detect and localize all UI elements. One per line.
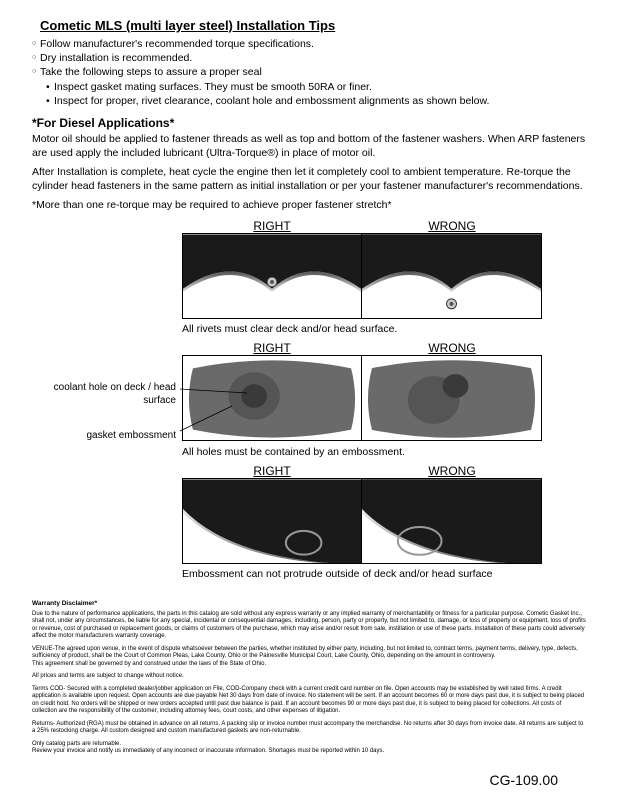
- diesel-title: *For Diesel Applications*: [32, 116, 586, 130]
- disclaimer-heading: Warranty Disclaimer*: [32, 600, 586, 608]
- diagram-protrude-right: [182, 478, 362, 564]
- bullet-list: Follow manufacturer's recommended torque…: [32, 37, 586, 108]
- caption-rivets: All rivets must clear deck and/or head s…: [182, 323, 542, 335]
- diagram-rivet-right: [182, 233, 362, 319]
- header-wrong: WRONG: [362, 341, 542, 355]
- caption-protrude: Embossment can not protrude outside of d…: [182, 568, 542, 580]
- bullet-item: Dry installation is recommended.: [32, 51, 586, 65]
- diesel-note: *More than one re-torque may be required…: [32, 199, 586, 211]
- sub-bullet-item: Inspect gasket mating surfaces. They mus…: [32, 80, 586, 94]
- diagram-rivet-wrong: [362, 233, 542, 319]
- diagrams: RIGHT WRONG: [32, 219, 586, 580]
- disclaimer-text: Returns- Authorized (RGA) must be obtain…: [32, 721, 586, 736]
- disclaimer-text: All prices and terms are subject to chan…: [32, 673, 586, 681]
- sub-bullet-item: Inspect for proper, rivet clearance, coo…: [32, 94, 586, 108]
- caption-embossment: All holes must be contained by an emboss…: [182, 446, 542, 458]
- diagram-protrude-wrong: [362, 478, 542, 564]
- header-wrong: WRONG: [362, 219, 542, 233]
- bullet-item: Follow manufacturer's recommended torque…: [32, 37, 586, 51]
- disclaimer-text: Terms COD- Secured with a completed deal…: [32, 686, 586, 716]
- header-right: RIGHT: [182, 464, 362, 478]
- label-gasket-embossment: gasket embossment: [32, 429, 176, 442]
- disclaimer-text: Only catalog parts are returnable.Review…: [32, 741, 586, 756]
- header-right: RIGHT: [182, 341, 362, 355]
- bullet-item: Take the following steps to assure a pro…: [32, 65, 586, 79]
- label-coolant-hole: coolant hole on deck / head surface: [32, 381, 176, 407]
- header-right: RIGHT: [182, 219, 362, 233]
- diesel-paragraph: Motor oil should be applied to fastener …: [32, 133, 586, 160]
- footer-code: CG-109.00: [490, 772, 558, 788]
- diagram-embossment-wrong: [362, 355, 542, 441]
- page-title: Cometic MLS (multi layer steel) Installa…: [40, 18, 586, 33]
- diesel-paragraph: After Installation is complete, heat cyc…: [32, 166, 586, 193]
- disclaimer-text: VENUE-The agreed upon venue, in the even…: [32, 646, 586, 669]
- disclaimer-text: Due to the nature of performance applica…: [32, 611, 586, 641]
- warranty-disclaimer: Warranty Disclaimer* Due to the nature o…: [32, 600, 586, 755]
- header-wrong: WRONG: [362, 464, 542, 478]
- diagram-embossment-right: [182, 355, 362, 441]
